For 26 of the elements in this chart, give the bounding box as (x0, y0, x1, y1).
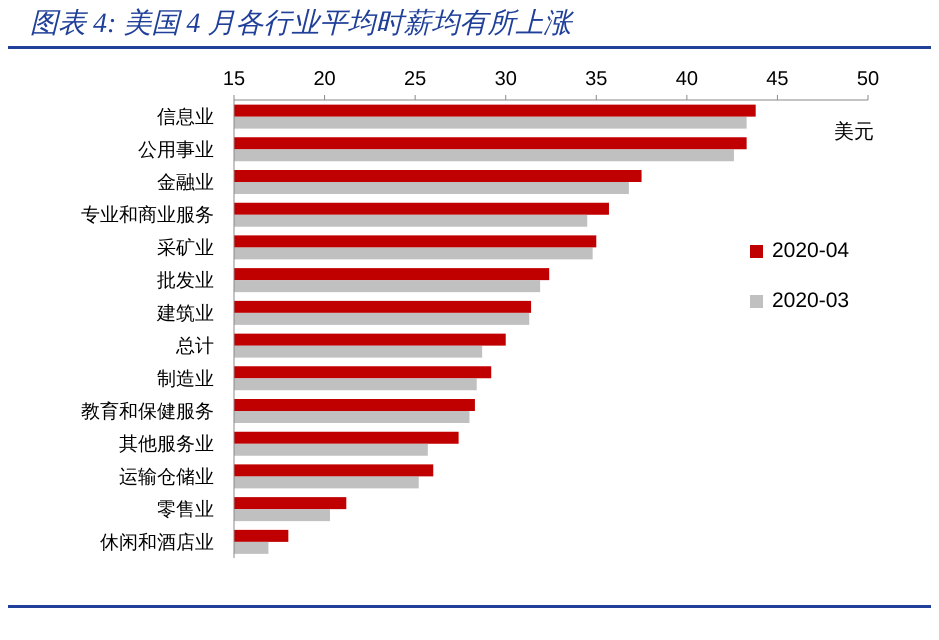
chart-title: 图表 4: 美国 4 月各行业平均时薪均有所上涨 (30, 7, 572, 41)
x-tick-label: 25 (404, 68, 426, 90)
y-tick-label: 采矿业 (157, 236, 214, 259)
y-tick-label: 建筑业 (156, 303, 214, 324)
y-tick-label: 总计 (175, 336, 214, 358)
x-tick-label: 50 (856, 68, 880, 90)
x-axis-title: 美元 (834, 120, 874, 145)
y-tick-label: 教育和保健服务 (81, 400, 214, 423)
y-tick-label: 制造业 (157, 368, 214, 390)
y-tick-label: 批发业 (157, 270, 214, 292)
y-tick-label: 休闲和酒店业 (100, 531, 214, 554)
y-tick-label: 其他服务业 (119, 434, 214, 456)
x-tick-label: 40 (676, 68, 698, 90)
y-tick-label: 信息业 (157, 107, 214, 128)
legend-label: 2020-04 (772, 239, 850, 263)
x-tick-label: 20 (313, 68, 336, 90)
y-tick-label: 金融业 (157, 172, 214, 194)
x-tick-label: 30 (494, 68, 517, 90)
legend-label: 2020-03 (772, 289, 850, 313)
x-tick-label: 45 (766, 68, 789, 90)
x-tick-label: 35 (585, 68, 608, 90)
y-tick-label: 公用事业 (138, 140, 214, 161)
x-tick-label: 15 (222, 68, 246, 90)
y-tick-label: 专业和商业服务 (81, 204, 214, 226)
y-tick-label: 零售业 (157, 500, 214, 521)
y-tick-label: 运输仓储业 (119, 466, 214, 488)
